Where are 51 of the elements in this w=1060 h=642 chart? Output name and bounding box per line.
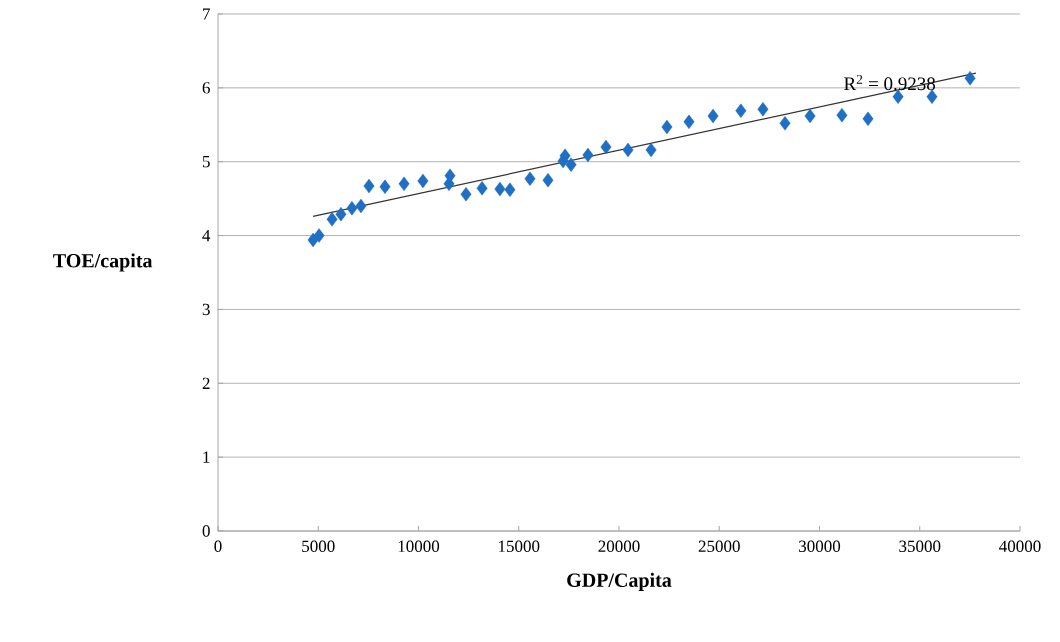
point <box>313 228 325 243</box>
point <box>504 182 516 197</box>
point <box>683 114 695 130</box>
point <box>836 107 848 123</box>
point <box>622 142 634 158</box>
y-tick-label: 1 <box>203 451 210 463</box>
y-tick-label: 6 <box>202 82 210 94</box>
point <box>379 179 391 195</box>
y-tick-label: 5 <box>202 156 210 168</box>
x-tick-label: 15000 <box>498 540 540 552</box>
point <box>335 206 347 222</box>
annotation: R$^{2}$ = 0.9238 <box>844 74 936 91</box>
x-tick-label: 0 <box>214 540 222 552</box>
point <box>862 111 874 127</box>
x-tick-label: 10000 <box>398 540 440 552</box>
point <box>326 212 338 227</box>
x-tick-label: 30000 <box>799 540 841 552</box>
point <box>804 108 816 124</box>
point <box>542 172 554 188</box>
y-tick-label: 4 <box>202 229 211 242</box>
point <box>524 171 536 186</box>
point <box>346 201 358 216</box>
y-tick-label: 3 <box>202 303 210 316</box>
x-tick-label: 25000 <box>698 540 740 552</box>
x-tick-label: 5000 <box>302 540 335 552</box>
point <box>926 89 938 104</box>
point <box>476 181 488 196</box>
x-tick-label: 20000 <box>598 540 640 552</box>
y-tick-label: 2 <box>202 377 210 389</box>
point <box>707 108 719 124</box>
point <box>417 173 429 189</box>
x-tick-label: 35000 <box>899 540 941 552</box>
point <box>779 116 791 131</box>
point <box>600 139 612 155</box>
y-axis-title: TOE/capita <box>53 253 153 272</box>
point <box>645 142 657 158</box>
y-tick-label: 7 <box>203 8 210 20</box>
point <box>735 103 747 118</box>
x-axis-title: GDP/Capita <box>567 572 672 591</box>
point <box>757 102 769 117</box>
y-tick-label: 0 <box>202 525 210 537</box>
point <box>964 71 976 86</box>
point <box>398 176 410 192</box>
point <box>460 187 472 202</box>
x-tick-label: 40000 <box>999 540 1041 552</box>
point <box>661 119 673 135</box>
point <box>494 181 506 197</box>
point <box>565 157 577 172</box>
point <box>582 147 594 163</box>
point <box>355 198 367 214</box>
point <box>363 178 375 194</box>
